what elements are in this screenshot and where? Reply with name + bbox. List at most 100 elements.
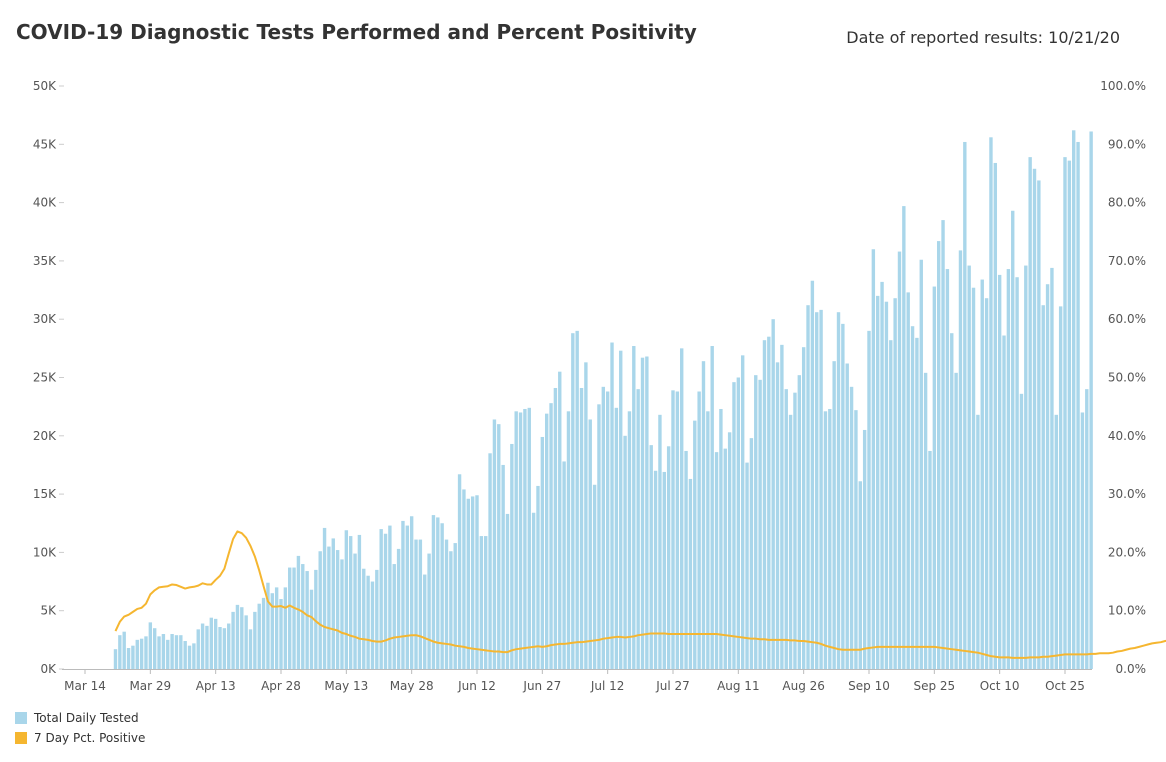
bar-total-daily-tested (601, 386, 606, 669)
bar-total-daily-tested (1015, 277, 1019, 669)
bar-total-daily-tested (288, 567, 292, 669)
bar-total-daily-tested (884, 301, 889, 669)
bar-total-daily-tested (723, 448, 727, 669)
bar-total-daily-tested (475, 495, 479, 669)
bar-total-daily-tested (971, 287, 976, 669)
bar-total-daily-tested (131, 645, 135, 669)
bar-total-daily-tested (736, 377, 741, 669)
bar-total-daily-tested (240, 607, 244, 669)
bar-total-daily-tested (213, 618, 218, 669)
bar-total-daily-tested (518, 412, 523, 669)
y-left-tick-label: 35K (33, 254, 57, 268)
bar-total-daily-tested (505, 513, 510, 669)
bar-total-daily-tested (823, 411, 828, 669)
legend-item-tests[interactable]: Total Daily Tested (15, 708, 145, 728)
bar-total-daily-tested (457, 474, 462, 669)
bar-total-daily-tested (218, 627, 222, 669)
bar-total-daily-tested (745, 462, 749, 669)
bar-total-daily-tested (1054, 414, 1058, 669)
bar-total-daily-tested (701, 361, 706, 669)
bar-total-daily-tested (997, 274, 1002, 669)
bar-total-daily-tested (976, 414, 980, 669)
bar-total-daily-tested (139, 638, 144, 669)
bar-total-daily-tested (122, 631, 126, 669)
bar-total-daily-tested (923, 372, 928, 669)
bar-total-daily-tested (584, 362, 588, 669)
bar-total-daily-tested (945, 269, 950, 669)
bar-total-daily-tested (780, 344, 784, 669)
bar-total-daily-tested (174, 635, 179, 669)
bar-total-daily-tested (819, 309, 823, 669)
bar-total-daily-tested (1019, 393, 1024, 669)
bar-total-daily-tested (1063, 157, 1067, 669)
bar-total-daily-tested (649, 445, 653, 669)
bar-total-daily-tested (379, 529, 383, 669)
bar-total-daily-tested (906, 292, 910, 669)
bar-total-daily-tested (431, 515, 436, 669)
bar-total-daily-tested (893, 298, 897, 669)
bar-total-daily-tested (366, 575, 370, 669)
x-tick-label: Mar 29 (129, 679, 171, 693)
bar-total-daily-tested (740, 355, 745, 669)
y-right-tick-label: 50.0% (1108, 371, 1146, 385)
bar-total-daily-tested (841, 323, 845, 669)
bar-total-daily-tested (362, 568, 366, 669)
bar-total-daily-tested (854, 410, 858, 669)
bar-total-daily-tested (558, 371, 562, 669)
bar-total-daily-tested (867, 330, 871, 669)
bar-total-daily-tested (623, 435, 627, 669)
bar-total-daily-tested (322, 527, 327, 669)
y-left-tick-label: 15K (33, 487, 57, 501)
legend-swatch-tests (15, 712, 27, 724)
bar-total-daily-tested (828, 408, 832, 669)
bar-total-daily-tested (427, 553, 431, 669)
bar-total-daily-tested (571, 333, 575, 669)
bar-total-daily-tested (915, 337, 919, 669)
bar-total-daily-tested (357, 534, 362, 669)
bar-total-daily-tested (919, 259, 923, 669)
bar-total-daily-tested (645, 356, 649, 669)
bar-total-daily-tested (423, 574, 427, 669)
bar-total-daily-tested (928, 450, 932, 669)
bar-total-daily-tested (248, 629, 253, 669)
bar-total-daily-tested (936, 241, 941, 669)
bar-total-daily-tested (684, 450, 688, 669)
bar-total-daily-tested (523, 408, 527, 669)
bar-total-daily-tested (497, 424, 501, 669)
bar-total-daily-tested (327, 546, 331, 669)
y-right-tick-label: 70.0% (1108, 254, 1146, 268)
bar-total-daily-tested (392, 564, 396, 669)
bar-total-daily-tested (200, 623, 205, 669)
legend-item-positivity[interactable]: 7 Day Pct. Positive (15, 728, 145, 748)
bar-total-daily-tested (1089, 131, 1093, 669)
bar-total-daily-tested (614, 407, 619, 669)
bar-total-daily-tested (958, 250, 963, 669)
x-tick-label: Jul 27 (655, 679, 690, 693)
bar-total-daily-tested (418, 539, 423, 669)
bar-total-daily-tested (980, 279, 984, 669)
bar-total-daily-tested (719, 408, 723, 669)
y-left-tick-label: 40K (33, 196, 57, 210)
x-tick-label: Aug 26 (782, 679, 825, 693)
bar-total-daily-tested (279, 599, 283, 669)
bar-total-daily-tested (309, 589, 314, 669)
bar-total-daily-tested (383, 533, 388, 669)
bar-total-daily-tested (627, 411, 632, 669)
bar-total-daily-tested (470, 496, 475, 669)
bar-total-daily-tested (536, 485, 540, 669)
x-tick-label: Oct 10 (980, 679, 1020, 693)
bar-total-daily-tested (592, 484, 597, 669)
bar-total-daily-tested (540, 436, 545, 669)
bar-total-daily-tested (405, 525, 410, 669)
y-right-tick-label: 20.0% (1108, 545, 1146, 559)
bar-total-daily-tested (858, 481, 862, 669)
bar-total-daily-tested (950, 333, 954, 669)
bar-total-daily-tested (693, 420, 697, 669)
bar-total-daily-tested (897, 251, 902, 669)
bar-total-daily-tested (662, 471, 666, 669)
bar-total-daily-tested (636, 389, 640, 669)
bar-total-daily-tested (166, 639, 170, 669)
bar-total-daily-tested (1032, 168, 1037, 669)
bar-total-daily-tested (1011, 210, 1015, 669)
bar-total-daily-tested (161, 634, 166, 669)
